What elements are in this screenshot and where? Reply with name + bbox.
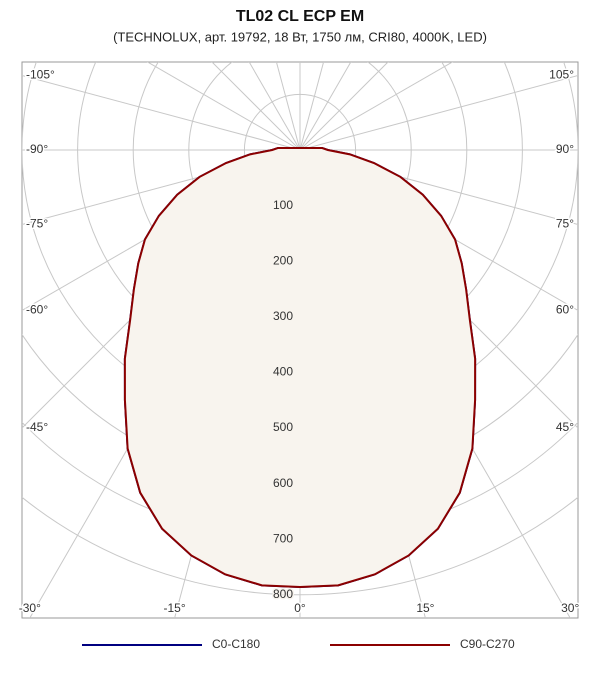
angle-tick-label: -105°: [26, 68, 55, 82]
angle-tick-label: 105°: [549, 68, 574, 82]
chart-subtitle: (TECHNOLUX, арт. 19792, 18 Вт, 1750 лм, …: [113, 29, 487, 44]
angle-tick-label: 75°: [556, 217, 574, 231]
legend-label: C90-C270: [460, 637, 515, 651]
labels: -105° -90° -75° -60° -45° -30° -15° 0° 15° 30° 45°…: [17, 66, 581, 616]
r-tick-label: 400: [273, 365, 293, 379]
angle-tick-label: -30°: [19, 601, 41, 615]
r-tick-label: 700: [273, 531, 293, 545]
angle-tick-label: 45°: [556, 420, 574, 434]
grid-ray: [22, 75, 301, 151]
angle-tick-label: -90°: [26, 142, 48, 156]
angle-tick-label: 30°: [561, 601, 579, 615]
angle-tick-label: 90°: [556, 142, 574, 156]
grid-ray-minor: [299, 62, 352, 151]
curves: [123, 147, 477, 589]
angle-tick-label: -45°: [26, 420, 48, 434]
legend-label: C0-C180: [212, 637, 260, 651]
angle-tick-label: 0°: [294, 601, 306, 615]
angle-tick-label: -75°: [26, 217, 48, 231]
r-tick-label: 600: [273, 476, 293, 490]
series-curve: [123, 147, 477, 589]
chart-title: TL02 CL ECP EM: [236, 8, 364, 25]
grid-ray: [299, 75, 578, 151]
angle-tick-label: -60°: [26, 303, 48, 317]
r-tick-label: 100: [273, 198, 293, 212]
grid-ray-minor: [146, 62, 301, 151]
angle-tick-label: 60°: [556, 303, 574, 317]
grid-ray-minor: [299, 62, 454, 151]
r-tick-label: 300: [273, 309, 293, 323]
grid-ray-minor: [248, 62, 301, 151]
angle-tick-label: 15°: [416, 601, 434, 615]
plot: [22, 62, 578, 618]
r-tick-label: 800: [273, 587, 293, 601]
angle-tick-label: -15°: [164, 601, 186, 615]
grid-ray-minor: [211, 62, 301, 151]
grid-ray-minor: [299, 62, 389, 151]
r-tick-label: 500: [273, 420, 293, 434]
r-tick-label: 200: [273, 253, 293, 267]
